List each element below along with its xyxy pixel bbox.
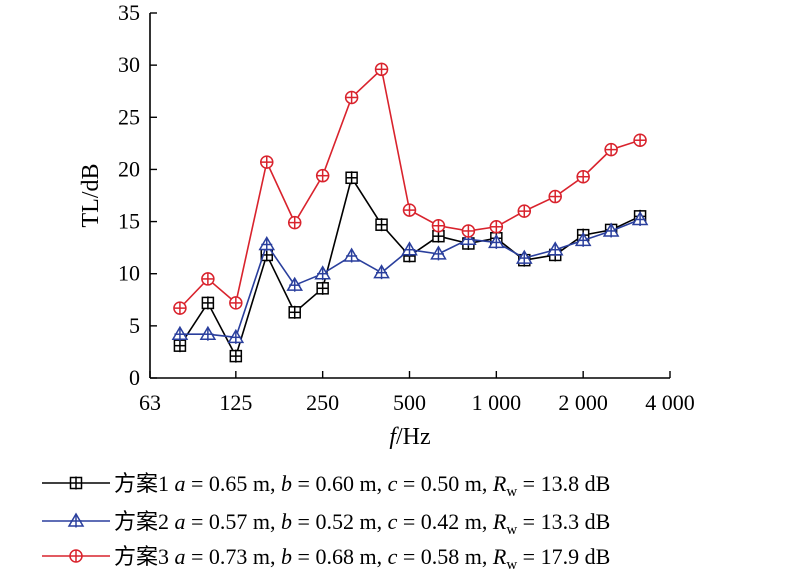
x-ticks: 63 125 250 500 1 000 2 000 4 000 bbox=[139, 371, 695, 415]
axes bbox=[149, 13, 670, 379]
y-tick-label: 35 bbox=[118, 0, 140, 25]
legend-label: 方案3 a = 0.73 m, b = 0.68 m, c = 0.58 m, … bbox=[114, 544, 610, 573]
x-tick-label: 125 bbox=[219, 390, 252, 415]
series-line bbox=[179, 218, 641, 339]
x-tick-label: 250 bbox=[306, 390, 339, 415]
series-3 bbox=[173, 62, 647, 315]
legend-entry-3: 方案3 a = 0.73 m, b = 0.68 m, c = 0.58 m, … bbox=[42, 544, 610, 573]
legend-entry-2: 方案2 a = 0.57 m, b = 0.52 m, c = 0.42 m, … bbox=[42, 509, 610, 538]
plot-area bbox=[171, 62, 649, 363]
x-tick-label: 2 000 bbox=[558, 390, 608, 415]
x-axis-label-unit: /Hz bbox=[396, 424, 431, 450]
x-tick-label: 500 bbox=[393, 390, 426, 415]
x-axis-label: f/Hz bbox=[389, 424, 430, 450]
series-2 bbox=[171, 210, 649, 344]
x-axis-label-symbol: f bbox=[389, 424, 399, 450]
x-tick-label: 1 000 bbox=[472, 390, 522, 415]
y-tick-label: 30 bbox=[118, 52, 140, 77]
y-tick-label: 15 bbox=[118, 209, 140, 234]
y-ticks: 0 5 10 15 20 25 30 35 bbox=[118, 0, 157, 390]
x-tick-label: 63 bbox=[139, 390, 161, 415]
y-tick-label: 5 bbox=[129, 313, 140, 338]
legend: 方案1 a = 0.65 m, b = 0.60 m, c = 0.50 m, … bbox=[42, 471, 610, 573]
series-line bbox=[179, 67, 641, 309]
series-1 bbox=[173, 171, 647, 363]
y-tick-label: 0 bbox=[129, 365, 140, 390]
y-tick-label: 25 bbox=[118, 104, 140, 129]
legend-label: 方案1 a = 0.65 m, b = 0.60 m, c = 0.50 m, … bbox=[114, 471, 610, 500]
y-tick-label: 10 bbox=[118, 261, 140, 286]
legend-label: 方案2 a = 0.57 m, b = 0.52 m, c = 0.42 m, … bbox=[114, 509, 610, 538]
y-axis-label: TL/dB bbox=[78, 164, 104, 228]
x-tick-label: 4 000 bbox=[645, 390, 695, 415]
legend-entry-1: 方案1 a = 0.65 m, b = 0.60 m, c = 0.50 m, … bbox=[42, 471, 610, 500]
y-tick-label: 20 bbox=[118, 156, 140, 181]
